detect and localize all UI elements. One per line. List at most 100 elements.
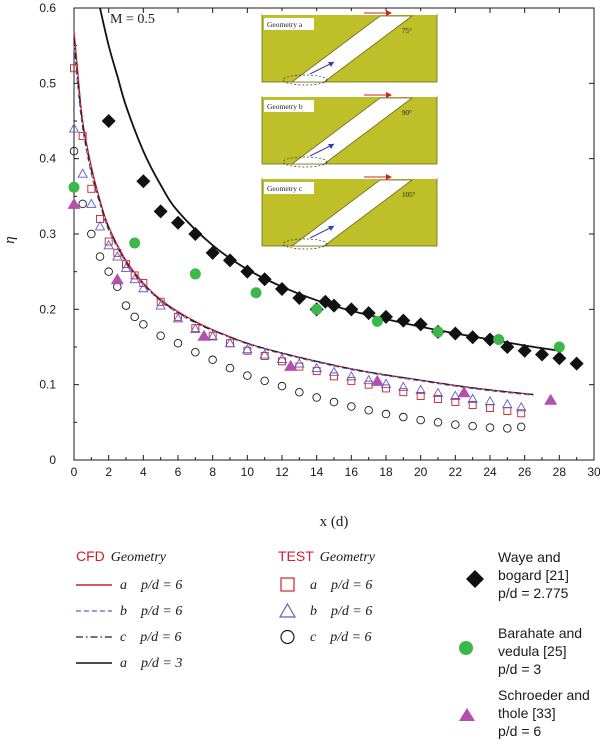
data-point bbox=[363, 374, 374, 385]
data-point bbox=[399, 412, 408, 422]
data-point bbox=[515, 401, 527, 412]
data-point bbox=[371, 315, 383, 327]
mach-annotation: M = 0.5 bbox=[110, 12, 155, 27]
data-point bbox=[173, 338, 183, 348]
series-2 bbox=[73, 38, 534, 396]
data-point bbox=[493, 333, 505, 345]
data-point bbox=[364, 406, 373, 415]
data-point bbox=[122, 260, 130, 269]
data-point bbox=[86, 198, 97, 208]
series-1 bbox=[73, 45, 534, 396]
series-5 bbox=[68, 123, 527, 412]
data-point bbox=[457, 386, 471, 398]
y-tick-label: 0 bbox=[49, 453, 56, 467]
data-point bbox=[95, 252, 105, 261]
series-8 bbox=[68, 181, 565, 353]
data-point bbox=[190, 323, 201, 333]
data-point bbox=[277, 381, 287, 391]
x-tick-label: 8 bbox=[209, 465, 216, 479]
legend-row-test-c: c p/d = 6 bbox=[278, 628, 438, 646]
legend-ref-schroeder-thole: Schroeder and thole [33] p/d = 6 bbox=[458, 686, 598, 744]
pd-value: p/d = 6 bbox=[330, 630, 372, 645]
ref-line: p/d = 6 bbox=[498, 723, 542, 739]
data-point bbox=[67, 197, 81, 209]
data-point bbox=[329, 397, 339, 407]
y-tick-label: 0.6 bbox=[39, 1, 56, 15]
x-tick-label: 18 bbox=[379, 465, 393, 479]
effectiveness-chart: 0 2 4 6 8 10 12 14 16 18 20 22 24 26 28 3000.10.20.30.4… bbox=[2, 1, 600, 530]
x-tick-label: 24 bbox=[483, 465, 497, 479]
geometry-letter: c bbox=[120, 630, 127, 645]
test-legend-header: TEST Geometry bbox=[278, 548, 375, 566]
data-point bbox=[205, 245, 220, 260]
data-point bbox=[468, 421, 477, 431]
data-point bbox=[153, 204, 168, 219]
geometry-letter: a bbox=[310, 578, 317, 593]
data-point bbox=[450, 390, 461, 400]
data-point bbox=[224, 337, 236, 348]
ref-line: Waye and bbox=[498, 549, 561, 565]
data-point bbox=[484, 395, 496, 406]
legend-row-cfd-a-3: a p/d = 3 bbox=[76, 654, 276, 672]
data-point bbox=[242, 343, 253, 354]
data-point bbox=[312, 393, 321, 402]
coolant-hole bbox=[290, 179, 414, 247]
data-point bbox=[347, 376, 356, 385]
data-point bbox=[276, 353, 288, 364]
pd-value: p/d = 6 bbox=[140, 630, 182, 645]
data-point bbox=[451, 398, 460, 406]
data-point bbox=[171, 215, 185, 230]
data-point bbox=[483, 332, 497, 347]
ref-line: vedula [25] bbox=[498, 643, 567, 659]
data-point bbox=[535, 347, 549, 362]
legend-row-cfd-c-6: c p/d = 6 bbox=[76, 628, 276, 646]
data-point bbox=[260, 376, 269, 386]
red-solid-line-swatch bbox=[76, 584, 112, 586]
ref-line: Barahate and bbox=[498, 625, 583, 641]
data-point bbox=[101, 114, 116, 128]
x-tick-label: 0 bbox=[71, 465, 78, 479]
data-point bbox=[346, 370, 357, 381]
angle-label: 75° bbox=[402, 27, 412, 35]
data-point bbox=[370, 374, 384, 386]
plenum-outline bbox=[282, 74, 328, 86]
cfd-legend-header: CFD Geometry bbox=[76, 548, 166, 566]
data-point bbox=[87, 229, 96, 239]
data-point bbox=[500, 340, 515, 354]
legend-ref-waye-bogard: Waye and bogard [21] p/d = 2.775 bbox=[458, 548, 598, 614]
data-point bbox=[311, 303, 323, 315]
data-point bbox=[364, 380, 373, 389]
geometry-letter: a bbox=[120, 578, 127, 593]
cfd-geometry-label: Geometry bbox=[110, 550, 166, 565]
data-point bbox=[382, 384, 390, 393]
ref-line: p/d = 3 bbox=[498, 661, 542, 677]
black-dashdot-line-swatch bbox=[76, 636, 112, 638]
x-tick-label: 4 bbox=[140, 465, 147, 479]
legend-row-test-b: b p/d = 6 bbox=[278, 602, 438, 620]
data-point bbox=[569, 356, 584, 371]
green-circle-marker-icon bbox=[459, 641, 473, 655]
data-point bbox=[259, 349, 270, 359]
x-tick-label: 16 bbox=[345, 465, 359, 479]
data-point bbox=[129, 237, 141, 249]
data-point bbox=[129, 273, 140, 284]
data-point bbox=[188, 227, 203, 241]
data-point bbox=[110, 273, 124, 285]
data-point bbox=[503, 407, 512, 415]
crossflow-gap bbox=[262, 11, 437, 15]
data-point bbox=[399, 388, 408, 397]
geometry-label-bg bbox=[264, 182, 314, 194]
ref-line: thole [33] bbox=[498, 705, 556, 721]
data-point bbox=[544, 393, 558, 405]
curve-line bbox=[73, 30, 534, 396]
data-point bbox=[103, 239, 114, 250]
data-point bbox=[502, 398, 513, 409]
x-tick-label: 6 bbox=[175, 465, 182, 479]
data-point bbox=[156, 297, 165, 306]
angle-label: 105° bbox=[402, 191, 416, 199]
pd-value: p/d = 6 bbox=[331, 578, 373, 593]
coolant-arrowhead bbox=[328, 226, 334, 231]
mainstream-arrowhead bbox=[386, 174, 392, 180]
geometry-letter: c bbox=[310, 630, 317, 645]
geometry-label: Geometry b bbox=[267, 102, 303, 111]
